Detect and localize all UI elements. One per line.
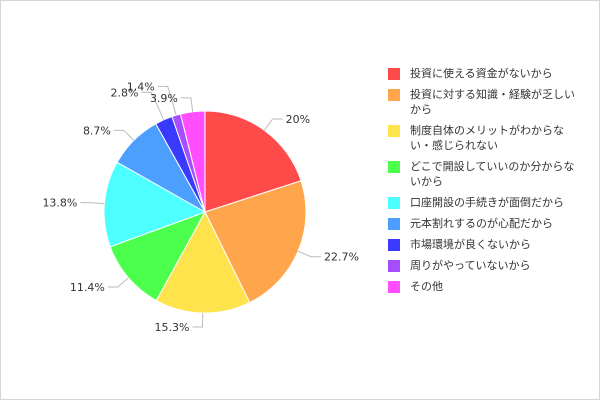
leader-line-5 — [113, 129, 135, 141]
legend-label-6: 市場環境が良くないから — [410, 238, 531, 251]
pie-slice-2 — [155, 210, 251, 314]
pie-slice-4 — [103, 161, 207, 248]
data-label-6: 2.8% — [111, 86, 139, 99]
legend-swatch-4 — [388, 197, 400, 209]
legend-label-0: 投資に使える資金がないから — [410, 67, 553, 80]
legend-swatch-7 — [388, 260, 400, 272]
legend-item-4: 口座開設の手続きが面倒だから — [388, 195, 588, 210]
pie-slice-0 — [204, 110, 302, 213]
legend-label-7: 周りがやっていないから — [410, 259, 531, 272]
leader-line-6 — [141, 91, 165, 121]
legend-swatch-8 — [388, 281, 400, 293]
leader-line-2 — [192, 312, 204, 328]
legend-swatch-5 — [388, 218, 400, 230]
data-label-4: 13.8% — [42, 197, 77, 210]
leader-line-1 — [297, 250, 321, 258]
data-label-8: 3.9% — [150, 92, 178, 105]
data-label-3: 11.4% — [70, 281, 105, 294]
leader-line-8 — [180, 97, 194, 112]
legend-item-6: 市場環境が良くないから — [388, 237, 588, 252]
legend-label-8: その他 — [410, 280, 443, 293]
legend-label-4: 口座開設の手続きが面倒だから — [410, 196, 564, 209]
legend-item-7: 周りがやっていないから — [388, 258, 588, 273]
data-label-7: 1.4% — [127, 80, 155, 93]
legend-item-8: その他 — [388, 279, 588, 294]
legend-item-2: 制度自体のメリットがわからない・感じられない — [388, 123, 588, 153]
legend-label-3: どこで開設していいのか分からないから — [410, 160, 575, 188]
legend-swatch-6 — [388, 239, 400, 251]
legend-label-5: 元本割れするのが心配だから — [410, 217, 553, 230]
legend-item-3: どこで開設していいのか分からないから — [388, 159, 588, 189]
legend-swatch-3 — [388, 161, 400, 173]
leader-line-7 — [157, 85, 177, 116]
legend-item-0: 投資に使える資金がないから — [388, 66, 588, 81]
legend-swatch-0 — [388, 68, 400, 80]
legend-swatch-1 — [388, 89, 400, 101]
leader-line-3 — [107, 277, 129, 288]
legend-label-1: 投資に対する知識・経験が乏しいから — [410, 88, 575, 116]
legend-label-2: 制度自体のメリットがわからない・感じられない — [410, 124, 564, 152]
leader-line-0 — [263, 118, 283, 131]
leader-line-4 — [80, 202, 105, 205]
legend-item-1: 投資に対する知識・経験が乏しいから — [388, 87, 588, 117]
legend-swatch-2 — [388, 125, 400, 137]
data-label-5: 8.7% — [83, 124, 111, 137]
pie-slice-3 — [109, 211, 207, 302]
legend-item-5: 元本割れするのが心配だから — [388, 216, 588, 231]
pie-slice-1 — [204, 180, 307, 304]
legend: 投資に使える資金がないから投資に対する知識・経験が乏しいから 制度自体のメリットが… — [388, 66, 588, 300]
data-label-2: 15.3% — [155, 321, 190, 334]
data-label-0: 20% — [286, 113, 310, 126]
data-label-1: 22.7% — [324, 251, 359, 264]
